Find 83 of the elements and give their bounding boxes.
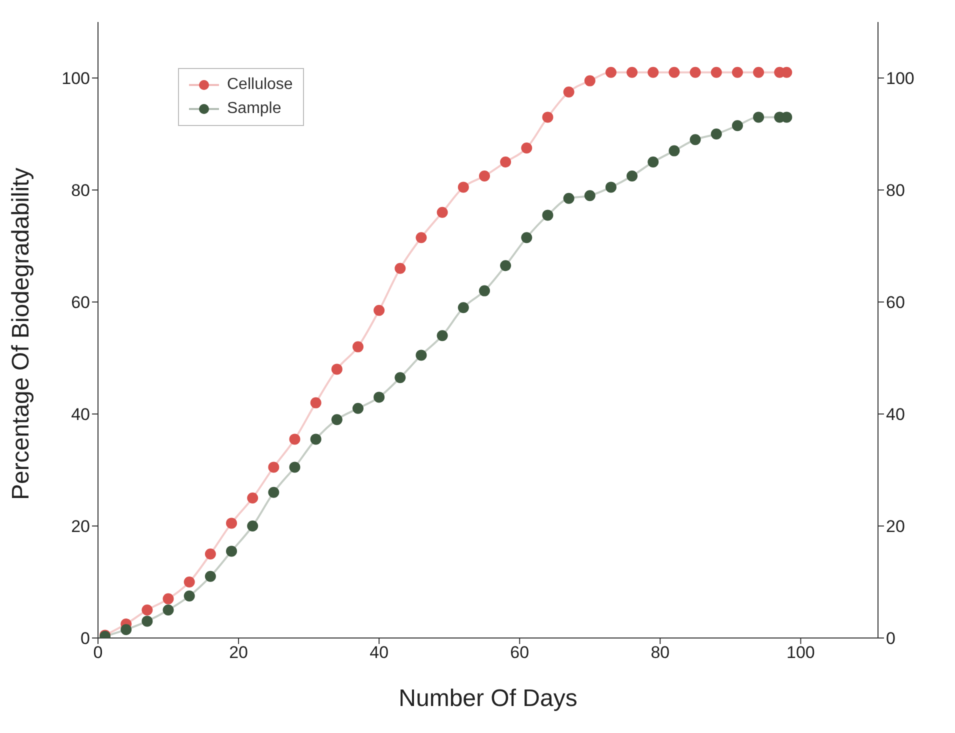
point	[268, 462, 280, 473]
legend-label: Cellulose	[227, 75, 293, 95]
point	[184, 590, 195, 602]
point	[226, 546, 238, 557]
point	[352, 341, 364, 352]
y-tick-label: 60	[71, 293, 90, 312]
point	[142, 604, 153, 616]
point	[374, 304, 385, 316]
point	[120, 624, 132, 636]
point	[521, 232, 532, 244]
point	[226, 518, 238, 529]
point	[753, 66, 764, 78]
x-tick-label: 0	[93, 643, 103, 662]
point	[458, 302, 469, 314]
point	[521, 142, 532, 154]
point	[162, 593, 174, 604]
y2-tick-label: 80	[886, 181, 905, 200]
point	[668, 145, 680, 156]
point	[478, 170, 490, 182]
point	[584, 190, 596, 202]
y2-tick-label: 0	[886, 629, 896, 648]
point	[458, 182, 469, 193]
point	[668, 66, 680, 78]
point	[204, 548, 216, 560]
point	[289, 434, 300, 445]
point	[710, 128, 722, 140]
x-tick-label: 60	[510, 643, 530, 662]
y2-tick-label: 100	[886, 69, 914, 88]
point	[648, 66, 659, 78]
point	[626, 170, 638, 182]
point	[605, 66, 616, 78]
x-tick-label: 20	[229, 643, 248, 662]
point	[542, 210, 554, 221]
point	[436, 206, 448, 218]
point	[352, 402, 364, 414]
x-axis-title: Number Of Days	[398, 685, 578, 712]
point	[394, 372, 406, 384]
point	[710, 66, 722, 78]
point	[690, 134, 701, 146]
point	[563, 192, 574, 204]
y2-tick-label: 60	[886, 293, 905, 312]
point	[753, 112, 764, 123]
point	[289, 462, 300, 473]
point	[184, 576, 195, 588]
x-tick-label: 100	[786, 643, 815, 662]
point	[648, 156, 659, 168]
point	[436, 330, 448, 342]
point	[331, 414, 342, 426]
point	[416, 232, 427, 244]
point	[500, 156, 512, 168]
point	[374, 392, 385, 403]
point	[142, 616, 153, 627]
point	[247, 492, 258, 504]
point	[732, 66, 743, 78]
legend-label: Sample	[227, 99, 282, 119]
point	[162, 604, 174, 616]
point	[268, 486, 280, 498]
x-tick-label: 40	[370, 643, 389, 662]
point	[626, 66, 638, 78]
y-tick-label: 80	[71, 181, 90, 200]
point	[563, 86, 574, 98]
y2-tick-label: 20	[886, 517, 905, 536]
y-tick-label: 20	[71, 517, 90, 536]
y-axis-title: Percentage Of Biodegradability	[8, 168, 35, 500]
y-tick-label: 0	[80, 629, 90, 648]
point	[542, 112, 554, 123]
point	[416, 350, 427, 361]
point	[584, 75, 596, 86]
y2-tick-label: 40	[886, 405, 905, 424]
point	[478, 285, 490, 296]
point	[310, 397, 322, 408]
point	[732, 120, 743, 132]
y-tick-label: 40	[71, 405, 90, 424]
point	[310, 434, 322, 445]
point	[690, 66, 701, 78]
point	[247, 520, 258, 532]
point	[500, 260, 512, 272]
y-tick-label: 100	[62, 69, 90, 88]
x-tick-label: 80	[650, 643, 670, 662]
point	[331, 364, 342, 375]
point	[605, 182, 616, 193]
point	[394, 262, 406, 274]
point	[204, 570, 216, 582]
